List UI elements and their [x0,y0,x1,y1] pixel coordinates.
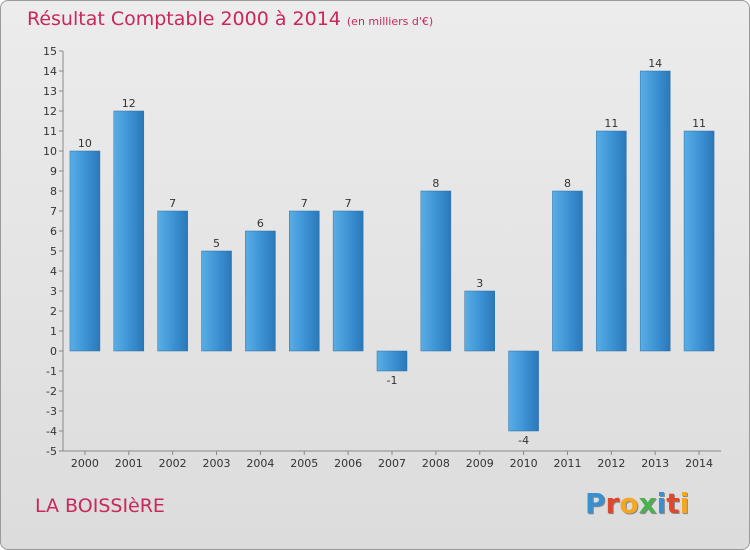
logo-letter: i [679,487,690,520]
bar-value-label: 12 [122,97,136,110]
y-tick-label: 8 [50,185,57,198]
bar [113,110,145,352]
y-tick-label: 10 [43,145,57,158]
y-tick-label: 7 [50,205,57,218]
y-tick-label: 13 [43,85,57,98]
place-name: LA BOISSIèRE [35,495,165,517]
x-tick-label: 2013 [641,457,669,470]
bar [201,250,232,352]
bar-value-label: 6 [257,217,264,230]
bar-value-label: 8 [564,177,571,190]
logo-letter: o [619,487,639,520]
y-tick-label: 9 [50,165,57,178]
x-tick-label: 2005 [290,457,318,470]
y-tick-label: 1 [50,325,57,338]
bar [376,350,408,372]
x-tick-label: 2014 [685,457,713,470]
bar-value-label: -1 [387,374,398,387]
bars [69,70,715,432]
bar-value-label: 7 [169,197,176,210]
y-tick-label: 0 [50,345,57,358]
bar-value-label: 5 [213,237,220,250]
bar-value-label: 11 [692,117,706,130]
x-tick-label: 2002 [159,457,187,470]
x-tick-label: 2004 [246,457,274,470]
y-tick-label: -5 [46,445,57,458]
y-tick-label: 6 [50,225,57,238]
y-tick-label: -2 [46,385,57,398]
y-tick-label: 14 [43,65,57,78]
bar-value-label: 11 [604,117,618,130]
logo-letter: P [585,487,606,520]
x-tick-label: 2009 [466,457,494,470]
x-tick-label: 2011 [553,457,581,470]
x-tick-label: 2007 [378,457,406,470]
y-tick-label: 12 [43,105,57,118]
y-tick-label: -1 [46,365,57,378]
bar [157,210,188,352]
bar-value-label: 7 [345,197,352,210]
bar-value-label: 7 [301,197,308,210]
bar [69,150,101,352]
x-tick-label: 2003 [203,457,231,470]
y-tick-label: 5 [50,245,57,258]
logo-letter: r [605,487,620,520]
bar-value-label: 8 [432,177,439,190]
y-tick-label: 3 [50,285,57,298]
bar-value-label: -4 [518,434,529,447]
proxiti-logo[interactable]: Proxiti [585,487,689,520]
x-tick-label: 2001 [115,457,143,470]
bar [332,210,364,352]
logo-letter: i [656,487,667,520]
bar [464,290,495,352]
x-tick-label: 2008 [422,457,450,470]
axes [59,50,721,455]
y-tick-label: 4 [50,265,57,278]
bar [508,350,539,432]
chart-subtitle: (en milliers d'€) [346,15,434,28]
y-tick-label: 15 [43,45,57,58]
bar [420,190,452,352]
logo-letter: x [638,487,657,520]
y-tick-label: 2 [50,305,57,318]
labels: 1514131211109876543210-1-2-3-4-510200012… [43,45,713,470]
x-tick-label: 2000 [71,457,99,470]
y-tick-label: -3 [46,405,57,418]
bar-value-label: 10 [78,137,92,150]
bar-value-label: 3 [476,277,483,290]
bar [289,210,320,352]
x-tick-label: 2006 [334,457,362,470]
bar [245,230,276,352]
logo-letter: t [666,487,680,520]
x-tick-label: 2012 [597,457,625,470]
bar [639,70,671,352]
bar-value-label: 14 [648,57,662,70]
x-tick-label: 2010 [510,457,538,470]
title-text: Résultat Comptable 2000 à 2014 [27,8,341,30]
bar [552,190,583,352]
chart-title: Résultat Comptable 2000 à 2014 (en millie… [27,8,433,30]
y-tick-label: -4 [46,425,57,438]
bar [683,130,715,352]
y-tick-label: 11 [43,125,57,138]
bar [596,130,627,352]
